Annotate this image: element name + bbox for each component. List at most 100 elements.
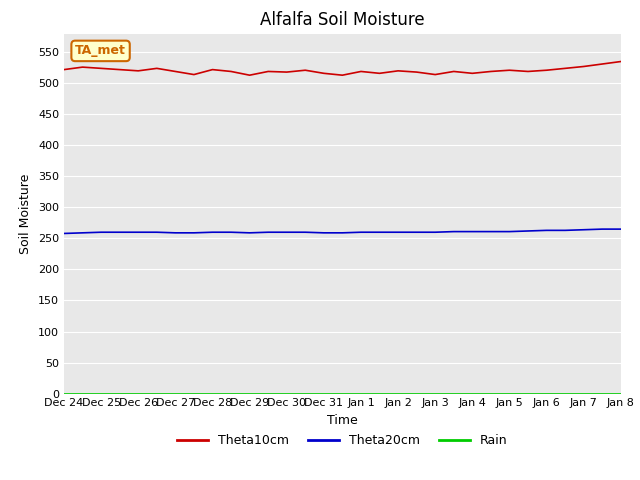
Theta20cm xyxy=(580,227,588,233)
Theta20cm xyxy=(301,229,309,235)
Rain xyxy=(450,391,458,396)
Rain xyxy=(134,391,142,396)
Theta10cm xyxy=(320,71,328,76)
Theta10cm xyxy=(561,65,569,71)
Text: TA_met: TA_met xyxy=(75,44,126,58)
Theta20cm xyxy=(246,230,253,236)
Theta10cm xyxy=(580,64,588,70)
Theta10cm xyxy=(394,68,402,74)
Theta10cm xyxy=(60,67,68,72)
Theta10cm xyxy=(97,65,105,71)
Rain xyxy=(320,391,328,396)
Rain xyxy=(376,391,383,396)
Theta20cm xyxy=(283,229,291,235)
Rain xyxy=(506,391,513,396)
Theta20cm xyxy=(339,230,346,236)
Theta20cm xyxy=(376,229,383,235)
Theta20cm xyxy=(209,229,216,235)
Theta10cm xyxy=(116,67,124,72)
Rain xyxy=(468,391,476,396)
Theta20cm xyxy=(598,226,606,232)
Rain xyxy=(339,391,346,396)
Theta20cm xyxy=(134,229,142,235)
Theta20cm xyxy=(357,229,365,235)
Theta10cm xyxy=(264,69,272,74)
Theta20cm xyxy=(97,229,105,235)
Theta20cm xyxy=(413,229,420,235)
Theta10cm xyxy=(79,64,86,70)
Rain xyxy=(264,391,272,396)
Theta20cm xyxy=(394,229,402,235)
Theta20cm xyxy=(617,226,625,232)
Theta20cm xyxy=(468,228,476,234)
Legend: Theta10cm, Theta20cm, Rain: Theta10cm, Theta20cm, Rain xyxy=(172,429,513,452)
Theta20cm xyxy=(561,228,569,233)
Theta10cm xyxy=(598,61,606,67)
Theta20cm xyxy=(153,229,161,235)
Theta10cm xyxy=(339,72,346,78)
Theta20cm xyxy=(264,229,272,235)
Theta10cm xyxy=(153,65,161,71)
Theta10cm xyxy=(468,71,476,76)
Rain xyxy=(97,391,105,396)
Line: Theta10cm: Theta10cm xyxy=(64,61,621,75)
Theta20cm xyxy=(79,230,86,236)
Theta10cm xyxy=(190,72,198,77)
Theta10cm xyxy=(524,69,532,74)
X-axis label: Time: Time xyxy=(327,414,358,427)
Rain xyxy=(394,391,402,396)
Theta20cm xyxy=(524,228,532,234)
Theta20cm xyxy=(60,230,68,236)
Theta10cm xyxy=(376,71,383,76)
Theta10cm xyxy=(431,72,439,77)
Theta10cm xyxy=(450,69,458,74)
Theta10cm xyxy=(301,67,309,73)
Theta10cm xyxy=(134,68,142,74)
Rain xyxy=(543,391,550,396)
Theta20cm xyxy=(227,229,235,235)
Theta10cm xyxy=(209,67,216,72)
Title: Alfalfa Soil Moisture: Alfalfa Soil Moisture xyxy=(260,11,425,29)
Theta20cm xyxy=(190,230,198,236)
Theta10cm xyxy=(246,72,253,78)
Rain xyxy=(301,391,309,396)
Theta10cm xyxy=(227,69,235,74)
Rain xyxy=(283,391,291,396)
Theta10cm xyxy=(283,69,291,75)
Y-axis label: Soil Moisture: Soil Moisture xyxy=(19,173,33,254)
Rain xyxy=(116,391,124,396)
Rain xyxy=(524,391,532,396)
Theta10cm xyxy=(413,69,420,75)
Rain xyxy=(172,391,179,396)
Theta20cm xyxy=(450,228,458,234)
Rain xyxy=(561,391,569,396)
Rain xyxy=(246,391,253,396)
Rain xyxy=(357,391,365,396)
Rain xyxy=(598,391,606,396)
Rain xyxy=(79,391,86,396)
Rain xyxy=(413,391,420,396)
Theta20cm xyxy=(116,229,124,235)
Theta10cm xyxy=(172,69,179,74)
Theta10cm xyxy=(506,67,513,73)
Rain xyxy=(487,391,495,396)
Rain xyxy=(60,391,68,396)
Theta10cm xyxy=(487,69,495,74)
Rain xyxy=(190,391,198,396)
Rain xyxy=(617,391,625,396)
Rain xyxy=(209,391,216,396)
Theta20cm xyxy=(506,228,513,234)
Theta20cm xyxy=(320,230,328,236)
Theta20cm xyxy=(487,228,495,234)
Line: Theta20cm: Theta20cm xyxy=(64,229,621,233)
Theta10cm xyxy=(617,59,625,64)
Rain xyxy=(580,391,588,396)
Theta20cm xyxy=(431,229,439,235)
Rain xyxy=(431,391,439,396)
Theta10cm xyxy=(357,69,365,74)
Theta20cm xyxy=(172,230,179,236)
Rain xyxy=(153,391,161,396)
Theta20cm xyxy=(543,228,550,233)
Theta10cm xyxy=(543,67,550,73)
Rain xyxy=(227,391,235,396)
